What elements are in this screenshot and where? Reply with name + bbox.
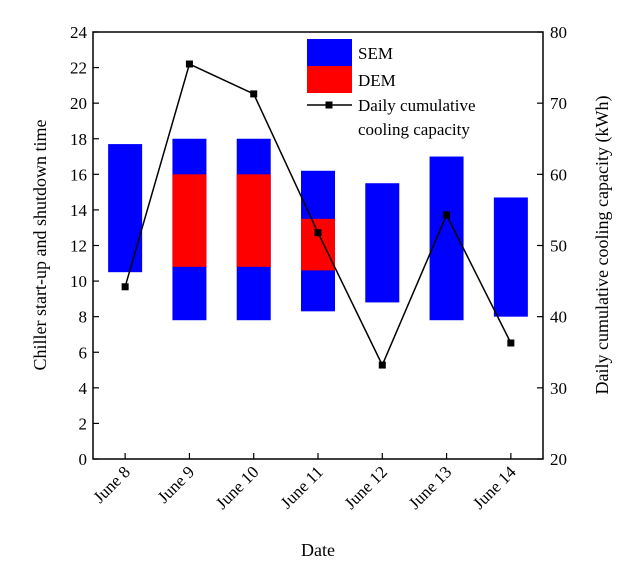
left-tick-label: 6 bbox=[79, 343, 88, 362]
left-tick-label: 8 bbox=[79, 308, 88, 327]
cooling-capacity-point bbox=[443, 211, 451, 219]
legend-label-line-2: cooling capacity bbox=[358, 120, 470, 139]
left-tick-label: 10 bbox=[70, 272, 87, 291]
left-tick-label: 18 bbox=[70, 130, 87, 149]
x-tick-label: June 13 bbox=[405, 462, 456, 513]
sem-bar bbox=[493, 197, 528, 317]
right-tick-label: 50 bbox=[550, 237, 567, 256]
x-tick-label: June 14 bbox=[469, 462, 520, 513]
left-tick-label: 16 bbox=[70, 165, 87, 184]
legend-swatch-sem bbox=[307, 39, 352, 66]
x-axis: June 8 June 9 June 10 June 11 June 12 June 13… bbox=[89, 453, 520, 513]
cooling-capacity-point bbox=[314, 229, 322, 237]
left-tick-label: 22 bbox=[70, 59, 87, 78]
bars-layer bbox=[108, 138, 528, 321]
line-series-layer bbox=[121, 60, 515, 369]
right-tick-label: 20 bbox=[550, 450, 567, 469]
left-tick-label: 2 bbox=[79, 414, 88, 433]
left-tick-label: 20 bbox=[70, 94, 87, 113]
x-tick-label: June 12 bbox=[341, 462, 392, 513]
legend-label-sem: SEM bbox=[358, 44, 393, 63]
right-tick-label: 70 bbox=[550, 94, 567, 113]
legend-label-line-1: Daily cumulative bbox=[358, 96, 476, 115]
cooling-capacity-point bbox=[185, 60, 193, 68]
left-tick-label: 14 bbox=[70, 201, 88, 220]
dem-bar bbox=[301, 218, 335, 271]
dem-bar bbox=[236, 174, 271, 267]
x-tick-label: June 11 bbox=[277, 462, 327, 512]
legend-swatch-dem bbox=[307, 66, 352, 93]
y-axis-right-title: Daily cumulative cooling capacity (kWh) bbox=[592, 96, 613, 395]
right-tick-label: 80 bbox=[550, 23, 567, 42]
left-tick-label: 0 bbox=[79, 450, 88, 469]
dem-bar bbox=[172, 174, 207, 267]
x-tick-label: June 8 bbox=[89, 462, 133, 506]
cooling-capacity-point bbox=[250, 90, 258, 98]
right-tick-label: 30 bbox=[550, 379, 567, 398]
legend-label-dem: DEM bbox=[358, 71, 396, 90]
cooling-capacity-point bbox=[121, 283, 129, 291]
sem-bar bbox=[108, 144, 143, 273]
cooling-capacity-point bbox=[507, 339, 515, 347]
x-tick-label: June 10 bbox=[212, 462, 263, 513]
cooling-capacity-point bbox=[378, 361, 386, 369]
legend-line-marker bbox=[325, 101, 333, 109]
x-tick-label: June 9 bbox=[154, 462, 198, 506]
left-tick-label: 4 bbox=[79, 379, 88, 398]
left-tick-label: 24 bbox=[70, 23, 88, 42]
right-axis: 20 30 40 50 60 70 80 bbox=[537, 23, 567, 469]
x-axis-title: Date bbox=[301, 540, 335, 560]
right-tick-label: 40 bbox=[550, 308, 567, 327]
sem-bar bbox=[365, 183, 400, 303]
left-tick-label: 12 bbox=[70, 237, 87, 256]
legend: SEM DEM Daily cumulative cooling capacit… bbox=[307, 39, 476, 139]
right-tick-label: 60 bbox=[550, 165, 567, 184]
y-axis-left-title: Chiller start-up and shutdown time bbox=[30, 120, 50, 371]
